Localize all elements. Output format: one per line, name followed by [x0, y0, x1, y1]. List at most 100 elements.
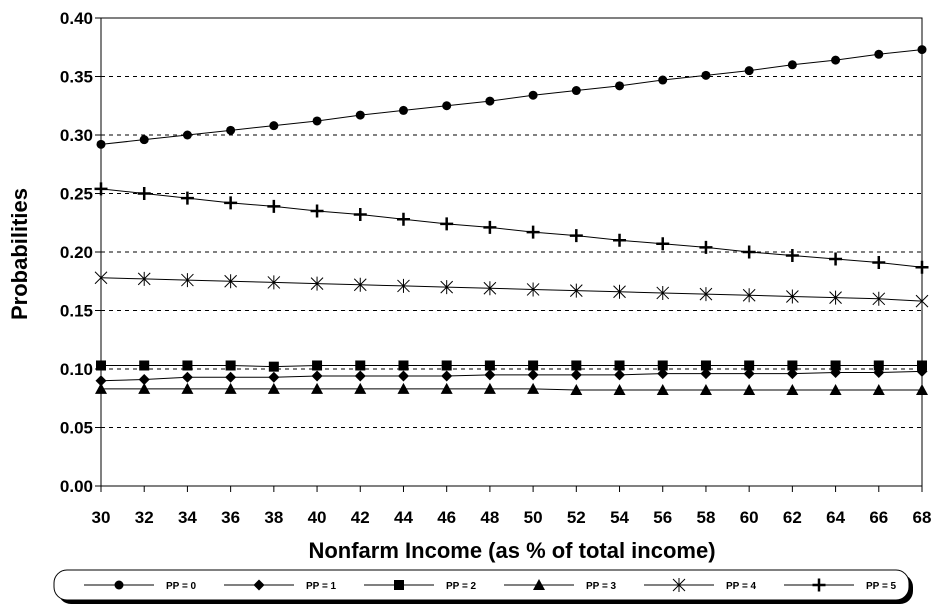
x-tick-label: 50	[524, 508, 543, 527]
data-point	[311, 370, 323, 382]
data-point	[528, 360, 539, 371]
legend-marker	[114, 580, 124, 590]
data-point	[268, 371, 280, 383]
data-point	[657, 368, 669, 380]
data-point	[224, 382, 237, 394]
data-point	[138, 374, 150, 386]
legend-label: PP = 3	[586, 581, 617, 592]
data-point	[226, 125, 236, 135]
series-group	[94, 45, 929, 396]
data-point	[787, 60, 797, 70]
data-point	[398, 105, 408, 115]
legend-box	[53, 569, 910, 601]
y-tick-label: 0.00	[60, 477, 93, 496]
data-point	[312, 116, 322, 126]
series-line	[100, 370, 923, 382]
data-point	[95, 382, 107, 394]
data-point	[699, 287, 713, 302]
data-point	[831, 55, 841, 65]
data-point	[700, 368, 712, 380]
legend-label: PP = 4	[726, 581, 757, 592]
y-tick-label: 0.35	[60, 68, 93, 87]
data-point	[829, 290, 842, 305]
data-point	[396, 212, 410, 226]
data-point	[614, 360, 625, 371]
data-point	[440, 382, 453, 394]
legend-item: PP = 2	[364, 580, 477, 592]
data-point	[180, 191, 194, 205]
data-point	[441, 370, 453, 382]
data-point	[656, 237, 670, 251]
series-4	[94, 270, 929, 309]
data-point	[312, 360, 323, 371]
legend-item: PP = 0	[84, 580, 197, 592]
legend-marker	[812, 578, 826, 592]
data-point	[743, 368, 755, 380]
data-point	[829, 384, 842, 396]
data-point	[743, 384, 756, 396]
data-point	[872, 256, 886, 270]
x-tick-label: 40	[308, 508, 327, 527]
data-point	[440, 280, 454, 295]
x-tick-label: 34	[178, 508, 197, 527]
data-point	[181, 273, 194, 288]
data-point	[139, 360, 150, 371]
data-point	[355, 360, 366, 371]
data-point	[528, 90, 538, 100]
data-point	[224, 274, 237, 289]
x-tick-label: 38	[264, 508, 283, 527]
data-point	[742, 245, 756, 259]
data-point	[873, 360, 884, 371]
data-point	[355, 110, 365, 120]
data-point	[526, 282, 540, 297]
data-point	[310, 276, 324, 291]
data-point	[916, 384, 928, 396]
x-tick-label: 60	[740, 508, 759, 527]
y-tick-label: 0.30	[60, 126, 93, 145]
data-point	[353, 277, 367, 292]
data-point	[614, 369, 626, 381]
data-point	[484, 369, 496, 381]
gridlines	[101, 76, 922, 428]
data-point	[485, 96, 495, 106]
data-point	[225, 371, 237, 383]
plot-area-frame	[100, 17, 923, 487]
data-point	[95, 375, 107, 387]
series-line	[100, 49, 923, 145]
data-point	[310, 204, 324, 218]
data-point	[484, 360, 495, 371]
data-point	[440, 217, 454, 231]
data-point	[267, 382, 280, 394]
x-tick-label: 66	[869, 508, 888, 527]
legend: PP = 0 PP = 1 PP = 2 PP = 3 PP = 4 PP = 5	[53, 569, 913, 604]
legend-item: PP = 5	[784, 578, 897, 592]
data-point	[267, 275, 281, 290]
data-point	[744, 66, 754, 76]
legend-label: PP = 0	[166, 581, 197, 592]
data-point	[442, 101, 452, 111]
data-point	[874, 49, 884, 59]
series-line	[101, 364, 922, 368]
y-tick-label: 0.20	[60, 243, 93, 262]
data-point	[915, 294, 929, 309]
data-point	[699, 240, 713, 254]
x-tick-label: 68	[913, 508, 932, 527]
data-point	[96, 139, 106, 149]
data-point	[96, 360, 106, 371]
x-tick-label: 56	[653, 508, 672, 527]
x-tick-label: 32	[135, 508, 154, 527]
data-point	[224, 196, 238, 210]
data-point	[311, 382, 324, 394]
data-point	[225, 360, 236, 371]
legend-label: PP = 2	[446, 581, 477, 592]
data-point	[872, 291, 886, 306]
series-line	[100, 277, 923, 302]
data-point	[656, 285, 670, 300]
y-tick-label: 0.40	[60, 9, 93, 28]
data-point	[915, 260, 929, 274]
data-point	[569, 229, 583, 243]
data-point	[94, 270, 108, 285]
data-point	[657, 360, 668, 371]
data-point	[397, 370, 409, 382]
y-tick-label: 0.05	[60, 419, 93, 438]
